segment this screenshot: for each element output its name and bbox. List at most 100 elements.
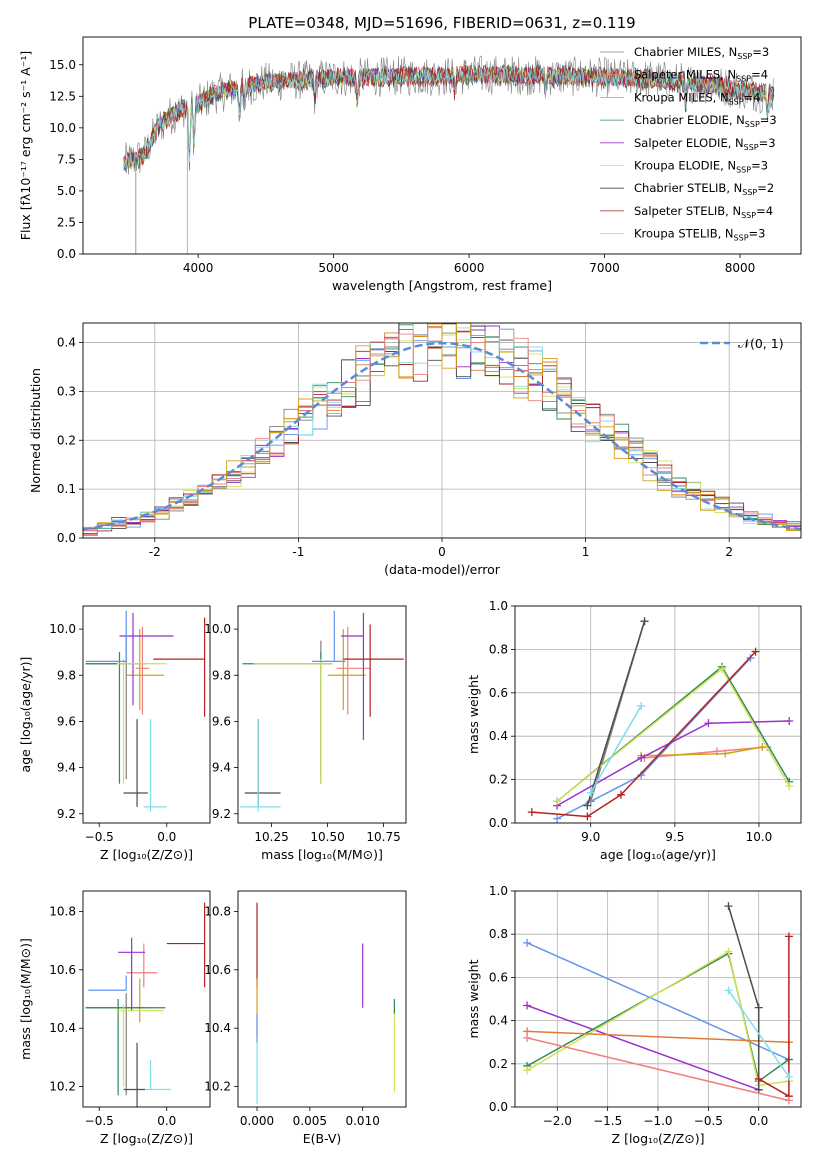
y-tick-label: 0.2: [489, 773, 508, 787]
legend-label: Salpeter MILES, NSSP=4: [634, 68, 768, 84]
y-tick-label: 10.0: [49, 622, 76, 636]
data-point-marker: [724, 947, 733, 956]
data-point-marker: [721, 749, 730, 758]
y-tick-label: 10.6: [49, 963, 76, 977]
x-tick-label: −2.0: [543, 1114, 572, 1128]
weight-age-plot-area: [515, 606, 801, 823]
histogram-step: [83, 323, 801, 536]
x-tick-label: 2: [725, 545, 733, 559]
data-point-marker: [704, 719, 713, 728]
axes-frame: [82, 605, 211, 824]
y-tick-label: 0.4: [57, 336, 76, 350]
x-axis-label: Z [log₁₀(Z/Z⊙)]: [612, 1131, 705, 1146]
histogram-step: [83, 323, 801, 534]
y-tick-label: 0.3: [57, 384, 76, 398]
data-point-marker: [523, 938, 532, 947]
data-point-marker: [586, 788, 595, 797]
series-line: [586, 620, 646, 806]
age-z-panel: −0.5 0.0 9.2 9.4 9.6 9.8 10.0 Z [log₁₀(Z/Z⊙)] ag…: [18, 605, 211, 862]
y-tick-label: 0.0: [57, 247, 76, 261]
x-tick-label: −1.0: [643, 1114, 672, 1128]
x-tick-label: -1: [292, 545, 304, 559]
weight-age-panel: 9.0 9.5 10.0 0.0 0.2 0.4 0.6 0.8 1.0 age [log₁₀(a…: [466, 599, 802, 862]
y-axis-label: Flux [fλ10⁻¹⁷ erg cm⁻² s⁻¹ A⁻¹]: [18, 51, 33, 240]
y-tick-label: 10.8: [204, 904, 231, 918]
y-tick-label: 12.5: [49, 89, 76, 103]
data-point-marker: [640, 617, 649, 626]
data-point-marker: [724, 986, 733, 995]
weight-z-panel: −2.0 −1.5 −1.0 −0.5 0.0 0.0 0.2 0.4 0.6 0.8 1.0 Z […: [466, 884, 802, 1146]
data-point-marker: [784, 932, 793, 941]
x-tick-label: −0.5: [694, 1114, 723, 1128]
y-tick-label: 10.0: [204, 622, 231, 636]
x-tick-label: −0.5: [85, 830, 114, 844]
y-tick-label: 9.6: [212, 714, 231, 728]
x-tick-label: 0.0: [749, 1114, 768, 1128]
series-line: [527, 1030, 789, 1043]
series-line: [556, 657, 752, 820]
series-line: [727, 989, 790, 1078]
data-point-marker: [784, 1072, 793, 1081]
y-tick-label: 9.2: [57, 807, 76, 821]
y-tick-label: 10.2: [204, 1080, 231, 1094]
y-tick-label: 10.4: [49, 1021, 76, 1035]
legend-label: Chabrier STELIB, NSSP=2: [634, 181, 774, 197]
x-tick-label: 9.0: [581, 830, 600, 844]
gaussian-curve: [83, 341, 801, 531]
x-axis-label: age [log₁₀(age/yr)]: [600, 847, 716, 862]
x-tick-label: 0.005: [293, 1114, 327, 1128]
data-point-marker: [637, 701, 646, 710]
x-tick-label: 10.0: [746, 830, 773, 844]
data-point-marker: [754, 1003, 763, 1012]
spectrum-plot-area: [123, 55, 775, 254]
data-point-marker: [758, 743, 767, 752]
data-point-marker: [523, 1033, 532, 1042]
y-tick-label: 10.6: [204, 963, 231, 977]
y-tick-label: 10.0: [49, 121, 76, 135]
data-point-marker: [616, 790, 625, 799]
x-tick-label: 10.50: [310, 830, 344, 844]
x-tick-label: 9.5: [665, 830, 684, 844]
x-tick-label: 0.0: [157, 1114, 176, 1128]
data-point-marker: [637, 753, 646, 762]
axes-frame: [237, 890, 407, 1108]
series-line: [758, 936, 790, 1098]
data-point-marker: [553, 797, 562, 806]
x-tick-label: 5000: [318, 261, 349, 275]
y-tick-label: 9.6: [57, 714, 76, 728]
legend-label: Kroupa MILES, NSSP=4: [634, 90, 760, 106]
x-tick-label: 10.25: [254, 830, 288, 844]
x-tick-label: 7000: [589, 261, 620, 275]
x-tick-label: 4000: [183, 261, 214, 275]
series-line: [590, 705, 642, 793]
y-tick-label: 9.4: [212, 761, 231, 775]
series-line: [531, 651, 757, 818]
y-tick-label: 9.8: [57, 668, 76, 682]
data-point-marker: [523, 1001, 532, 1010]
y-tick-label: 7.5: [57, 152, 76, 166]
data-point-marker: [527, 808, 536, 817]
x-tick-label: 0.000: [240, 1114, 274, 1128]
mass-ebv-plot-area: [256, 902, 395, 1105]
legend-label: Chabrier MILES, NSSP=3: [634, 45, 769, 61]
data-point-marker: [785, 717, 794, 726]
legend-label: Salpeter STELIB, NSSP=4: [634, 204, 773, 220]
y-tick-label: 0.6: [489, 970, 508, 984]
data-point-marker: [724, 902, 733, 911]
legend-label: 𝒩(0, 1): [738, 336, 784, 351]
spectrum-panel: 4000 5000 6000 7000 8000 0.0 2.5 5.0 7.5 10.0 12.5…: [18, 36, 802, 293]
y-tick-label: 0.6: [489, 686, 508, 700]
y-tick-label: 10.2: [49, 1080, 76, 1094]
y-tick-label: 0.4: [489, 729, 508, 743]
histogram-step: [83, 323, 801, 529]
series-line: [556, 665, 790, 802]
y-tick-label: 9.4: [57, 761, 76, 775]
y-tick-label: 2.5: [57, 215, 76, 229]
y-axis-label: mass [log₁₀(M/M⊙)]: [18, 938, 33, 1060]
y-tick-label: 0.8: [489, 927, 508, 941]
residuals-plot-area: [83, 323, 801, 538]
y-axis-label: mass weight: [466, 959, 481, 1038]
y-tick-label: 0.0: [489, 1100, 508, 1114]
y-tick-label: 10.4: [204, 1021, 231, 1035]
